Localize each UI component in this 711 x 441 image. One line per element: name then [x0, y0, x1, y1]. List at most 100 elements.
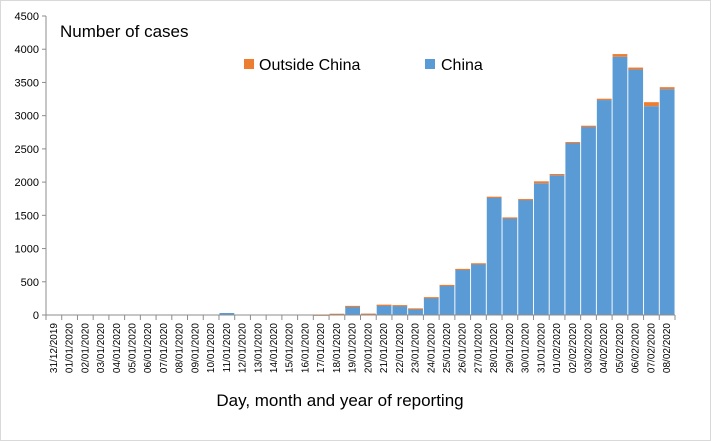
bar-outside-china — [345, 305, 361, 308]
x-tick-label: 22/01/2020 — [395, 323, 406, 373]
bar-china — [392, 305, 408, 315]
x-axis-label: Day, month and year of reporting — [216, 391, 463, 410]
x-tick-label: 04/02/2020 — [599, 323, 610, 373]
y-tick-label: 3000 — [15, 111, 39, 123]
y-tick-label: 4000 — [15, 44, 39, 56]
bar-china — [565, 142, 581, 315]
x-tick-label: 14/01/2020 — [269, 323, 280, 373]
bar-china — [439, 285, 455, 315]
x-tick-label: 04/01/2020 — [112, 323, 123, 373]
bar-outside-china — [533, 181, 549, 184]
bar-outside-china — [471, 263, 486, 265]
x-tick-label: 08/01/2020 — [175, 323, 186, 373]
bar-outside-china — [549, 174, 565, 176]
x-tick-label: 17/01/2020 — [316, 323, 327, 373]
bar-china — [502, 218, 518, 315]
bar-outside-china — [392, 305, 408, 307]
bar-china — [549, 175, 565, 315]
x-tick-label: 24/01/2020 — [426, 323, 437, 373]
x-tick-label: 05/01/2020 — [127, 323, 138, 373]
y-tick-label: 3500 — [15, 77, 39, 89]
x-tick-label: 31/01/2020 — [536, 323, 547, 373]
bar-china — [471, 263, 486, 315]
y-tick-label: 2000 — [15, 177, 39, 189]
bar-outside-china — [439, 284, 455, 287]
x-tick-label: 13/01/2020 — [253, 323, 264, 373]
x-tick-label: 11/01/2020 — [222, 323, 233, 373]
bars — [219, 54, 675, 316]
x-tick-label: 23/01/2020 — [411, 323, 422, 373]
legend-label-china: China — [441, 57, 483, 74]
bar-outside-china — [502, 217, 518, 219]
x-tick-label: 25/01/2020 — [442, 323, 453, 373]
bar-china — [408, 308, 423, 315]
y-tick-label: 1500 — [15, 210, 39, 222]
x-tick-label: 01/02/2020 — [552, 323, 563, 373]
bar-china — [455, 269, 471, 315]
bar-outside-china — [565, 142, 581, 144]
bar-china — [581, 127, 596, 316]
legend-swatch-china — [425, 59, 435, 69]
bar-china — [596, 100, 612, 316]
x-tick-label: 02/02/2020 — [568, 323, 579, 373]
y-tick-label: 4500 — [15, 11, 39, 23]
x-tick-label: 06/01/2020 — [143, 323, 154, 373]
x-tick-label: 28/01/2020 — [489, 323, 500, 373]
x-tick-label: 03/02/2020 — [584, 323, 595, 373]
x-tick-label: 16/01/2020 — [300, 323, 311, 373]
x-tick-label: 06/02/2020 — [631, 323, 642, 373]
bar-china — [518, 199, 534, 315]
bar-china — [345, 305, 361, 315]
bar-china — [423, 297, 439, 315]
bar-outside-china — [518, 199, 534, 201]
bar-outside-china — [360, 313, 376, 315]
bar-outside-china — [596, 98, 612, 101]
bar-china — [376, 304, 392, 315]
y-tick-label: 0 — [33, 310, 39, 322]
x-tick-label: 26/01/2020 — [458, 323, 469, 373]
legend-label-outside-china: Outside China — [259, 57, 360, 74]
bar-china — [612, 56, 628, 316]
x-tick-label: 30/01/2020 — [521, 323, 532, 373]
bar-outside-china — [423, 297, 439, 299]
bar-outside-china — [612, 54, 628, 57]
x-tick-label: 03/01/2020 — [96, 323, 107, 373]
y-axis: 0 500 1000 1500 2000 2500 3000 3500 4000 4500 — [15, 11, 47, 322]
x-tick-label: 02/01/2020 — [80, 323, 91, 373]
bar-outside-china — [644, 102, 659, 107]
bar-china — [644, 106, 659, 316]
bar-outside-china — [628, 67, 644, 70]
x-tick-label: 07/01/2020 — [159, 323, 170, 373]
x-tick-label: 31/12/2019 — [49, 323, 60, 373]
x-tick-label: 05/02/2020 — [615, 323, 626, 373]
x-tick-label: 21/01/2020 — [379, 323, 390, 373]
y-tick-label: 500 — [21, 277, 39, 289]
x-tick-label: 27/01/2020 — [473, 323, 484, 373]
bar-china — [533, 183, 549, 315]
x-tick-label: 09/01/2020 — [190, 323, 201, 373]
bar-china — [486, 197, 502, 315]
y-tick-label: 2500 — [15, 144, 39, 156]
bar-outside-china — [486, 196, 502, 198]
bar-china — [219, 313, 235, 315]
x-tick-label: 19/01/2020 — [348, 323, 359, 373]
bar-outside-china — [408, 308, 423, 310]
bar-outside-china — [581, 125, 596, 128]
legend-swatch-outside-china — [244, 59, 254, 69]
bar-outside-china — [329, 313, 345, 316]
chart-title: Number of cases — [60, 22, 189, 41]
bar-outside-china — [376, 304, 392, 306]
x-tick-label: 10/01/2020 — [206, 323, 217, 373]
x-tick-label: 20/01/2020 — [363, 323, 374, 373]
bar-china — [628, 69, 644, 315]
y-tick-label: 1000 — [15, 244, 39, 256]
x-tick-label: 18/01/2020 — [332, 323, 343, 373]
x-axis: 31/12/2019 01/01/2020 02/01/2020 03/01/2020… — [45, 314, 676, 373]
bar-outside-china — [455, 268, 471, 271]
legend: Outside China China — [244, 57, 483, 74]
bar-china — [659, 89, 675, 315]
x-tick-label: 08/02/2020 — [662, 323, 673, 373]
x-tick-label: 12/01/2020 — [238, 323, 249, 373]
bar-outside-china — [659, 87, 675, 90]
